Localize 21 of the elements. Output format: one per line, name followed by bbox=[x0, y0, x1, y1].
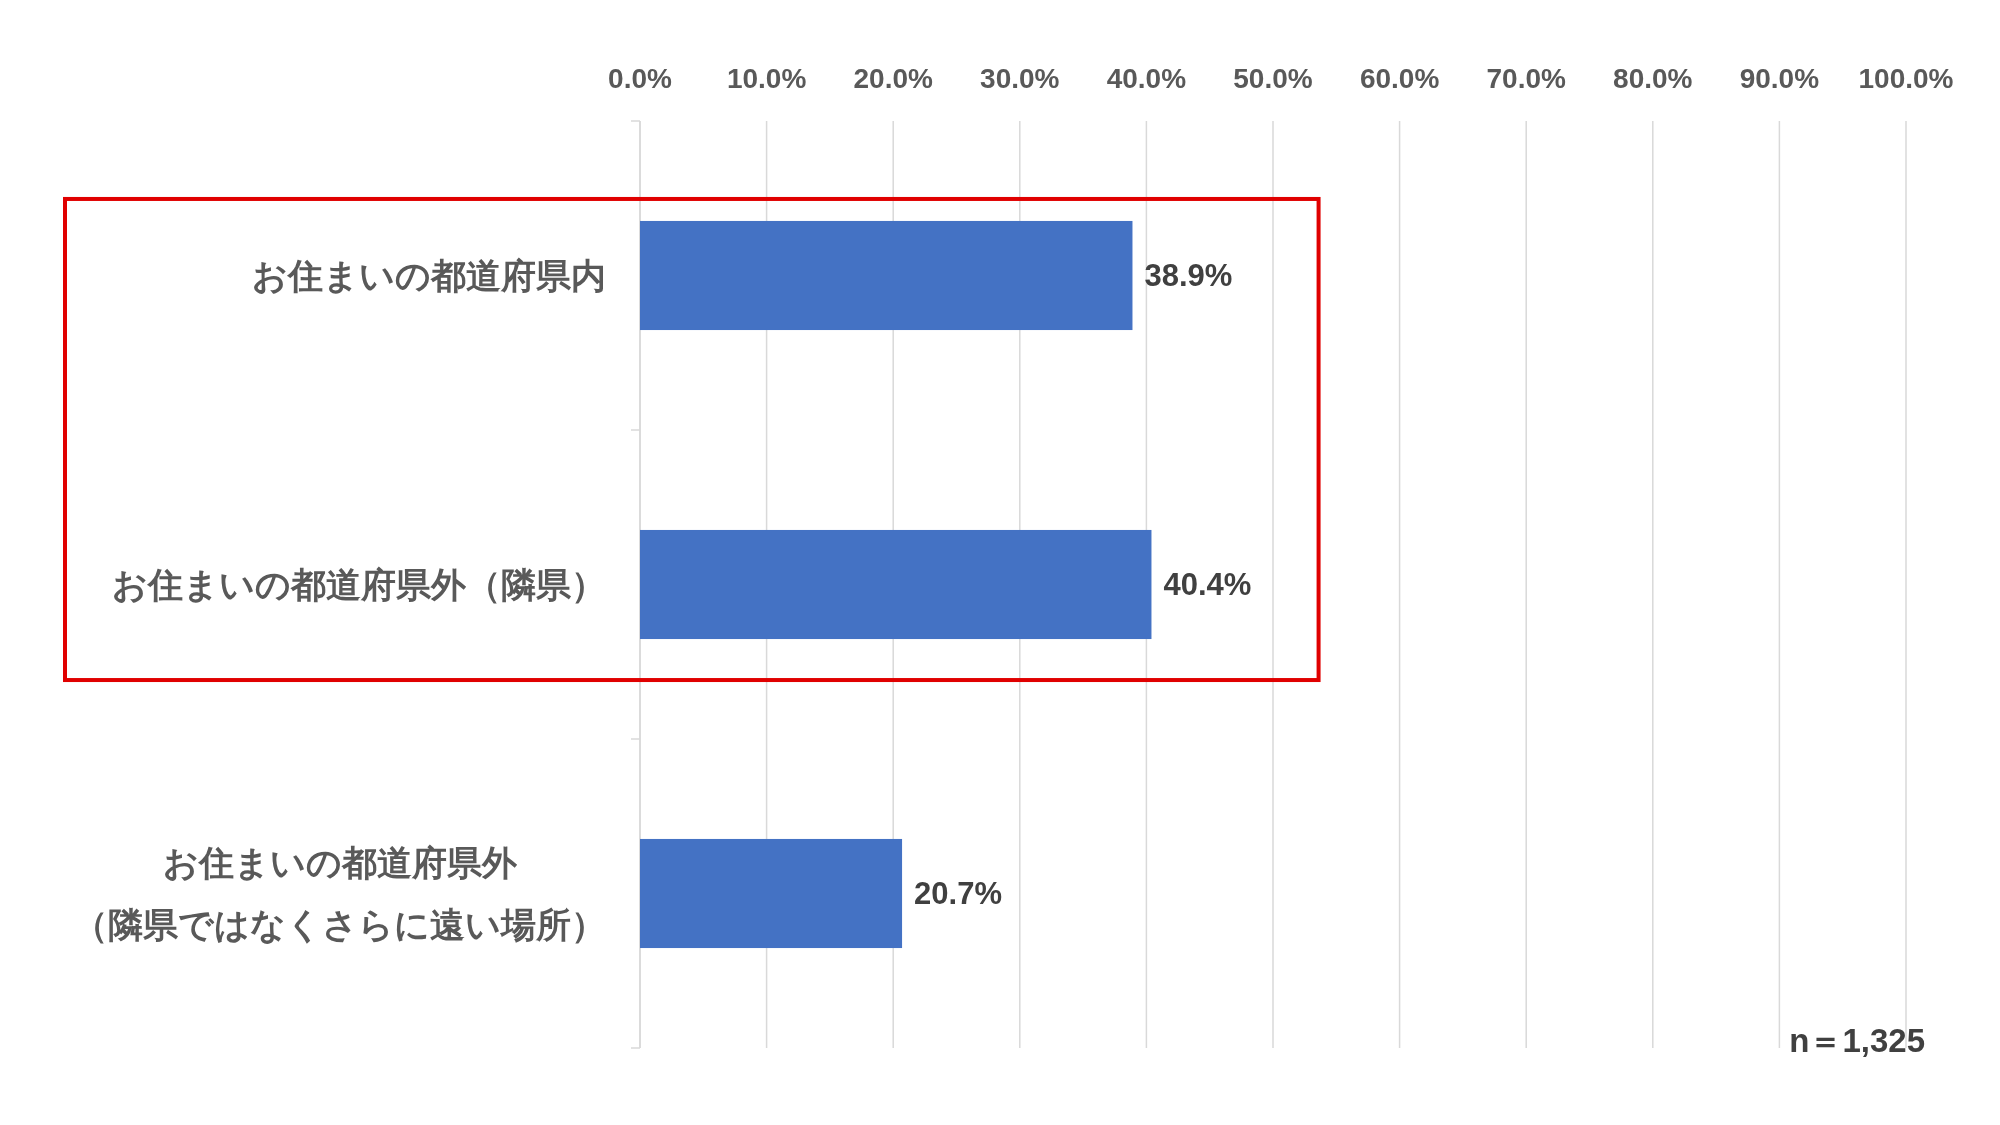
data-label: 38.9% bbox=[1144, 258, 1233, 293]
y-tick-label: お住まいの都道府県外（隣県） bbox=[112, 565, 606, 604]
x-tick-label: 60.0% bbox=[1359, 62, 1440, 94]
x-tick-label: 100.0% bbox=[1858, 62, 1954, 94]
annotation: n＝1,325 bbox=[1789, 1021, 1925, 1059]
x-tick-label: 50.0% bbox=[1233, 62, 1313, 94]
x-tick-label: 80.0% bbox=[1613, 62, 1693, 94]
bar bbox=[640, 220, 1133, 331]
data-label: 40.4% bbox=[1163, 567, 1252, 602]
x-tick-label: 20.0% bbox=[853, 62, 933, 94]
x-tick-label: 0.0% bbox=[608, 62, 673, 94]
x-tick-label: 40.0% bbox=[1106, 62, 1187, 94]
data-label: 20.7% bbox=[914, 876, 1002, 911]
x-tick-label: 70.0% bbox=[1486, 62, 1566, 94]
y-tick-label: お住まいの都道府県内 bbox=[252, 256, 606, 295]
bar bbox=[640, 838, 903, 949]
x-tick-label: 30.0% bbox=[980, 62, 1060, 94]
y-tick-label: お住まいの都道府県外（隣県ではなくさらに遠い場所） bbox=[73, 843, 606, 944]
x-tick-label: 10.0% bbox=[726, 62, 807, 94]
bar bbox=[640, 529, 1152, 640]
x-tick-label: 90.0% bbox=[1739, 62, 1820, 94]
